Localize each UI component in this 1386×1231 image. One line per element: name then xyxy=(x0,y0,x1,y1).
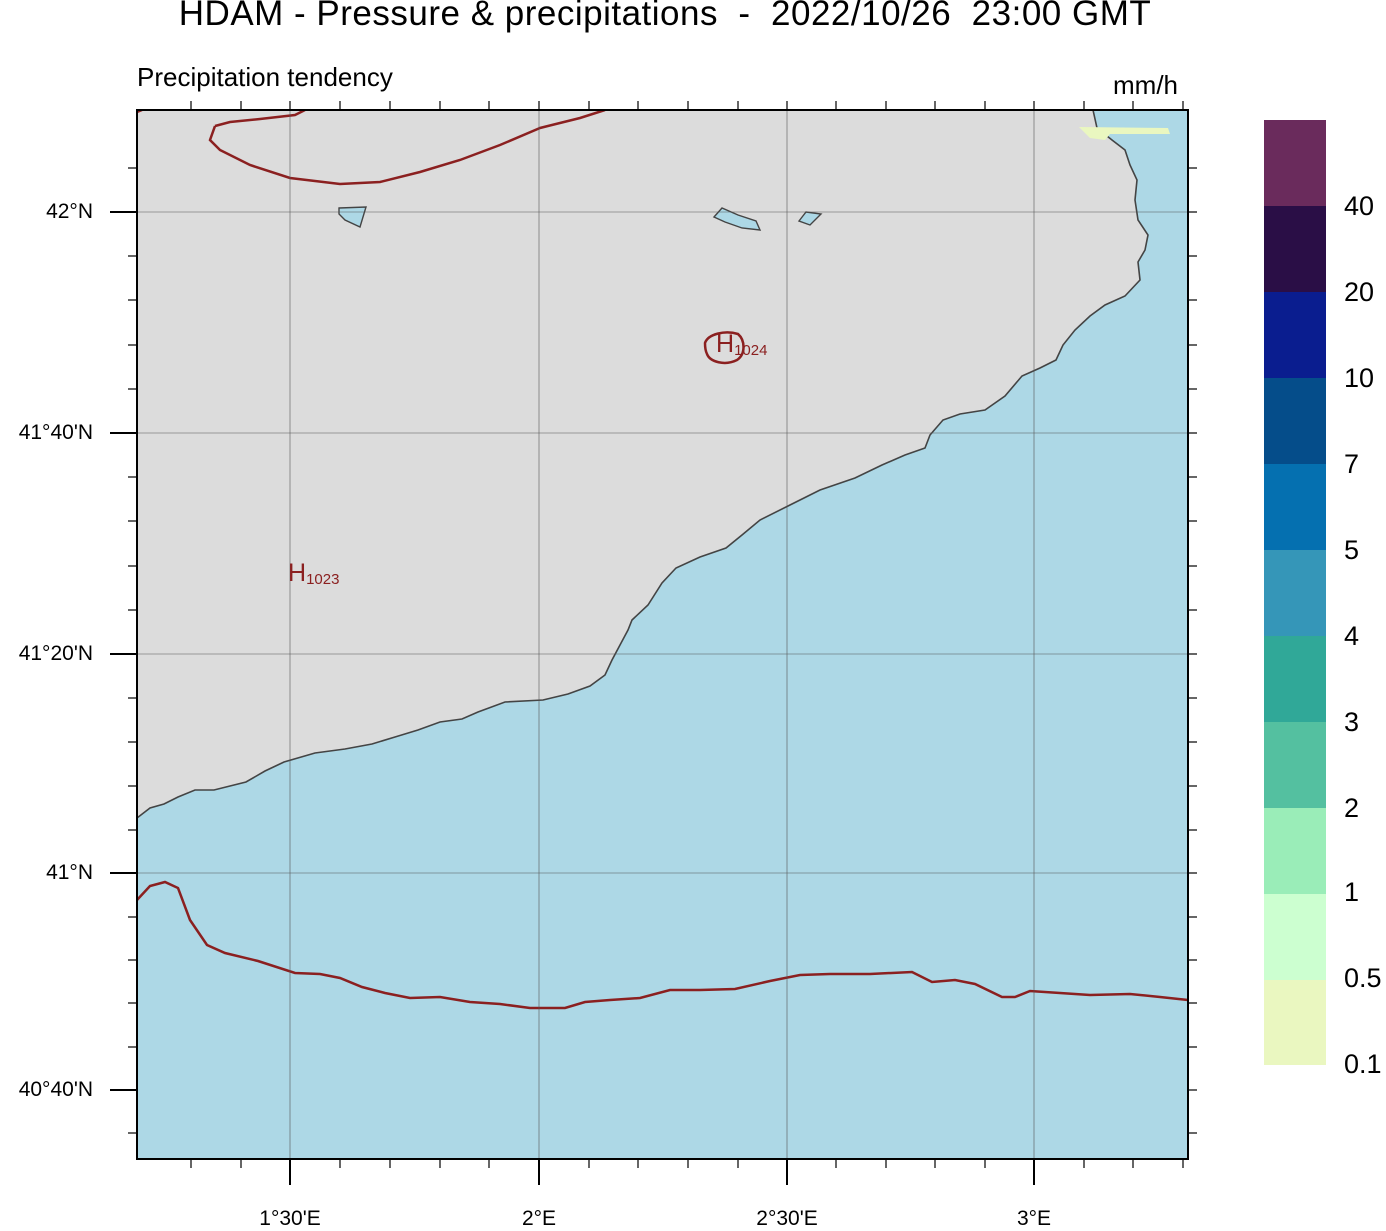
legend-swatch-6 xyxy=(1264,636,1326,723)
lat-label-41-40n: 41°40'N xyxy=(18,421,93,444)
isobar-high-1024 xyxy=(703,331,745,365)
isobar-south xyxy=(137,880,1188,1010)
legend-label-1: 1 xyxy=(1344,877,1360,907)
graticule xyxy=(137,110,1188,1159)
legend-label-20: 20 xyxy=(1344,277,1375,307)
legend-colorbar xyxy=(1264,120,1326,1065)
land-area xyxy=(137,110,1149,820)
lon-label-2-30e: 2°30'E xyxy=(756,1207,818,1230)
lon-label-2e: 2°E xyxy=(521,1207,557,1230)
legend-swatch-7 xyxy=(1264,722,1326,809)
legend-label-40: 40 xyxy=(1344,191,1375,221)
lat-label-42n: 42°N xyxy=(46,200,93,223)
legend-swatch-5 xyxy=(1264,550,1326,637)
lat-label-41-20n: 41°20'N xyxy=(18,642,93,665)
lat-label-41n: 41°N xyxy=(46,861,93,884)
legend-swatch-3 xyxy=(1264,378,1326,465)
lon-label-1-30e: 1°30'E xyxy=(259,1207,321,1230)
map-subtitle: Precipitation tendency xyxy=(137,62,393,92)
map-frame xyxy=(136,109,1189,1160)
high-pressure-label-1024: H1024 xyxy=(716,330,768,359)
legend-label-0-5: 0.5 xyxy=(1344,963,1382,993)
map-area xyxy=(137,110,1188,1159)
precip-patch xyxy=(1079,127,1170,140)
legend-label-4: 4 xyxy=(1344,621,1360,651)
isobars xyxy=(137,110,1188,1010)
legend-swatch-10 xyxy=(1264,980,1326,1065)
legend-label-5: 5 xyxy=(1344,535,1360,565)
lake-2 xyxy=(712,207,762,231)
legend-label-3: 3 xyxy=(1344,707,1360,737)
legend-swatch-0 xyxy=(1264,120,1326,207)
legend-label-0-1: 0.1 xyxy=(1344,1049,1382,1079)
legend-swatch-4 xyxy=(1264,464,1326,551)
page-title: HDAM - Pressure & precipitations - 2022/… xyxy=(178,0,1152,33)
legend-label-2: 2 xyxy=(1344,793,1360,823)
lake-3 xyxy=(797,211,823,226)
lon-label-3e: 3°E xyxy=(1016,1207,1052,1230)
legend-swatch-9 xyxy=(1264,894,1326,981)
high-pressure-label-1023: H1023 xyxy=(288,559,340,588)
legend-swatch-1 xyxy=(1264,206,1326,293)
legend-swatch-8 xyxy=(1264,808,1326,895)
legend-swatch-2 xyxy=(1264,292,1326,379)
axis-minor-ticks xyxy=(128,101,1197,1168)
legend-units: mm/h xyxy=(1113,70,1178,100)
lat-label-40-40n: 40°40'N xyxy=(18,1078,93,1101)
legend-label-7: 7 xyxy=(1344,449,1360,479)
isobar-north xyxy=(208,110,606,186)
axis-ticks xyxy=(110,211,1035,1185)
legend-label-10: 10 xyxy=(1344,363,1375,393)
